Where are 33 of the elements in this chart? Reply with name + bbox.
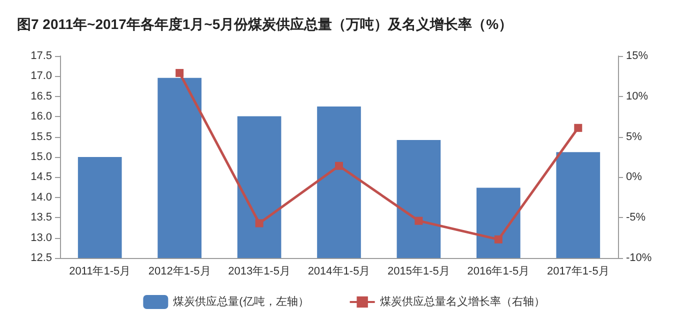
y2-tick-label: 5% xyxy=(626,130,642,143)
chart-title: 图7 2011年~2017年各年度1月~5月份煤炭供应总量（万吨）及名义增长率（%） xyxy=(17,16,513,32)
y-tick-label: 14.5 xyxy=(30,171,52,184)
x-tick-label: 2011年1-5月 xyxy=(69,266,131,278)
point xyxy=(414,216,423,225)
y2-tick-label: -10% xyxy=(626,252,652,264)
y-tick-label: 17.5 xyxy=(30,50,52,62)
legend-label: 煤炭供应总量(亿吨，左轴） xyxy=(173,295,309,308)
point xyxy=(176,68,184,77)
x-tick-label: 2017年1-5月 xyxy=(546,266,610,278)
point xyxy=(574,124,582,132)
x-tick-label: 2012年1-5月 xyxy=(148,266,211,278)
point xyxy=(255,219,264,228)
y-tick-label: 16.0 xyxy=(30,110,52,123)
y2-tick-label: 15% xyxy=(626,50,648,62)
y-tick-label: 13.5 xyxy=(30,212,52,224)
point xyxy=(335,162,343,170)
x-tick-label: 2015年1-5月 xyxy=(388,266,450,278)
y-tick-label: 12.5 xyxy=(30,252,52,264)
y2-tick-label: -5% xyxy=(626,212,646,224)
y2-tick-label: 10% xyxy=(626,90,648,102)
y2-tick-label: 0% xyxy=(626,171,642,184)
x-tick-label: 2014年1-5月 xyxy=(308,266,370,278)
point xyxy=(494,235,502,244)
y-tick-label: 14.0 xyxy=(30,191,52,204)
legend-label: 煤炭供应总量名义增长率（右轴） xyxy=(380,295,545,308)
y-tick-label: 13.0 xyxy=(30,232,52,244)
y-tick-label: 15.0 xyxy=(30,151,52,163)
y-tick-label: 17.0 xyxy=(30,70,52,82)
y-tick-label: 15.5 xyxy=(30,130,52,143)
x-tick-label: 2016年1-5月 xyxy=(467,266,530,278)
y-tick-label: 16.5 xyxy=(30,90,52,102)
x-tick-label: 2013年1-5月 xyxy=(228,266,290,278)
